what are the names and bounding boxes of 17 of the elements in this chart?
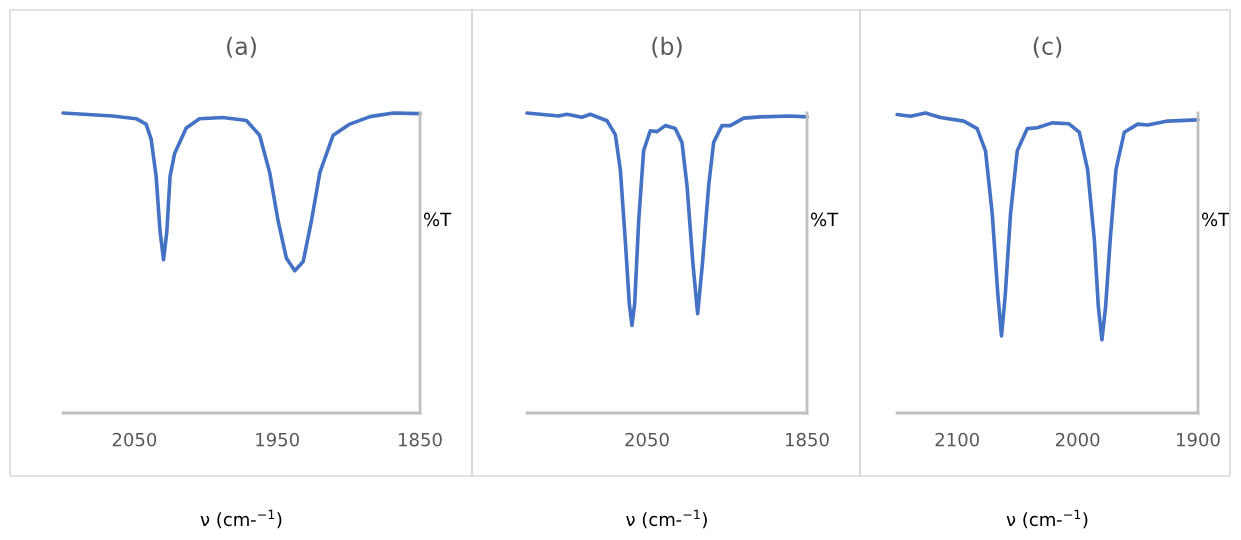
- x-tick-label: 1900: [1177, 432, 1220, 447]
- x-tick-label: 2000: [1055, 432, 1100, 447]
- x-tick-label: 2050: [112, 432, 157, 447]
- y-axis-title: %T: [1202, 212, 1230, 227]
- x-tick-label: 2100: [935, 432, 979, 447]
- x-tick-label: 2050: [625, 432, 669, 447]
- x-axis-title: ν (cm-$^{−1}$): [200, 509, 282, 529]
- x-tick-label: 1850: [786, 432, 829, 447]
- x-tick-label: 1950: [256, 432, 299, 447]
- chart-title: (a): [227, 36, 256, 58]
- x-axis-title: ν (cm-$^{−1}$): [1006, 509, 1088, 529]
- x-tick-label: 1850: [399, 432, 442, 447]
- x-axis-title: ν (cm-$^{−1}$): [626, 509, 707, 529]
- y-axis-title: %T: [811, 212, 839, 227]
- chart-title: (b): [652, 36, 682, 58]
- chart-title: (c): [1033, 36, 1062, 58]
- y-axis-title: %T: [424, 212, 452, 227]
